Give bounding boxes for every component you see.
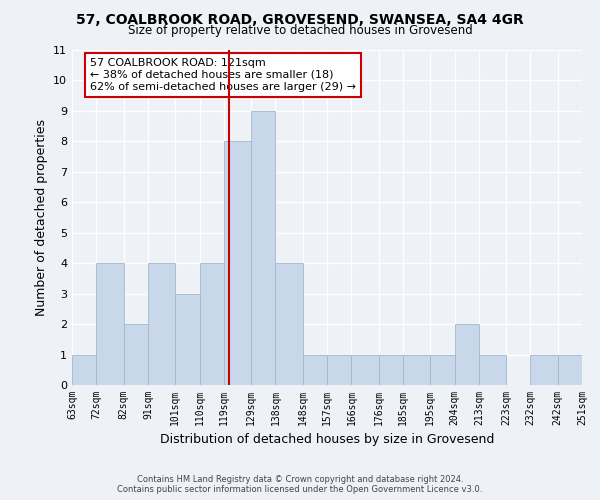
Text: 57 COALBROOK ROAD: 121sqm
← 38% of detached houses are smaller (18)
62% of semi-: 57 COALBROOK ROAD: 121sqm ← 38% of detac…: [90, 58, 356, 92]
Bar: [352, 354, 379, 385]
Bar: [148, 263, 175, 385]
Bar: [97, 263, 124, 385]
Bar: [327, 354, 352, 385]
Bar: [175, 294, 199, 385]
Bar: [530, 354, 557, 385]
Bar: [479, 354, 506, 385]
Bar: [275, 263, 302, 385]
Y-axis label: Number of detached properties: Number of detached properties: [35, 119, 47, 316]
Bar: [251, 111, 275, 385]
Bar: [302, 354, 327, 385]
Bar: [403, 354, 430, 385]
Bar: [379, 354, 403, 385]
Bar: [430, 354, 455, 385]
Text: Size of property relative to detached houses in Grovesend: Size of property relative to detached ho…: [128, 24, 472, 37]
Bar: [199, 263, 224, 385]
Bar: [455, 324, 479, 385]
Bar: [224, 142, 251, 385]
Text: Contains HM Land Registry data © Crown copyright and database right 2024.
Contai: Contains HM Land Registry data © Crown c…: [118, 474, 482, 494]
X-axis label: Distribution of detached houses by size in Grovesend: Distribution of detached houses by size …: [160, 434, 494, 446]
Bar: [124, 324, 148, 385]
Bar: [72, 354, 97, 385]
Text: 57, COALBROOK ROAD, GROVESEND, SWANSEA, SA4 4GR: 57, COALBROOK ROAD, GROVESEND, SWANSEA, …: [76, 12, 524, 26]
Bar: [557, 354, 582, 385]
